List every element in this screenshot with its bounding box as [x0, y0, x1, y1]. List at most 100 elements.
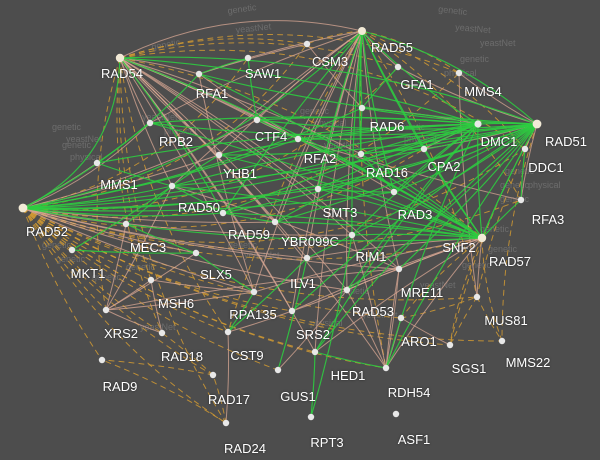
edge-yeastNet[interactable]: [96, 123, 479, 164]
edge-yeastNet[interactable]: [22, 207, 483, 242]
edge-genetic[interactable]: [101, 359, 214, 376]
edge-genetic[interactable]: [481, 237, 503, 342]
edge-yeastNet[interactable]: [274, 221, 483, 239]
edge-genetic[interactable]: [116, 57, 163, 334]
graph-node-sgs1[interactable]: [446, 341, 454, 349]
edge-genetic[interactable]: [22, 207, 163, 334]
edge-yeastNet[interactable]: [171, 154, 220, 187]
edge-physical[interactable]: [476, 237, 483, 298]
edge-yeastNet[interactable]: [306, 234, 353, 259]
edge-physical[interactable]: [22, 207, 197, 254]
edge-physical[interactable]: [119, 57, 258, 121]
edge-genetic[interactable]: [118, 57, 152, 281]
edge-yeastNet[interactable]: [71, 185, 173, 251]
graph-node-xrs2[interactable]: [102, 306, 110, 314]
edge-yeastNet[interactable]: [195, 252, 255, 293]
graph-node-rad53[interactable]: [343, 286, 351, 294]
graph-node-rpa135[interactable]: [250, 288, 258, 296]
edge-yeastNet[interactable]: [22, 123, 479, 209]
graph-node-mus81[interactable]: [473, 293, 481, 301]
graph-node-rad50[interactable]: [168, 182, 176, 190]
edge-yeastNet[interactable]: [125, 223, 197, 254]
graph-node-rfa2[interactable]: [294, 135, 302, 143]
edge-physical[interactable]: [105, 309, 163, 334]
edge-yeastNet[interactable]: [361, 30, 479, 125]
edge-yeastNet[interactable]: [398, 123, 538, 270]
graph-node-gfa1[interactable]: [394, 63, 402, 71]
edge-yeastNet[interactable]: [481, 123, 538, 239]
graph-node-smt3[interactable]: [314, 185, 322, 193]
graph-node-rad24[interactable]: [222, 419, 230, 427]
edge-physical[interactable]: [105, 291, 255, 311]
graph-node-rad16[interactable]: [357, 150, 365, 158]
edge-physical[interactable]: [385, 237, 483, 369]
node-layer[interactable]: [18, 27, 542, 427]
edge-physical[interactable]: [361, 30, 400, 270]
graph-node-rad3[interactable]: [390, 188, 398, 196]
graph-node-ilv1[interactable]: [303, 254, 311, 262]
edge-yeastNet[interactable]: [22, 30, 363, 209]
graph-node-mkt1[interactable]: [68, 246, 76, 254]
edge-genetic[interactable]: [119, 34, 460, 74]
graph-node-rad59[interactable]: [219, 209, 227, 217]
edge-yeastNet[interactable]: [351, 233, 483, 239]
edge-yeastNet[interactable]: [361, 66, 399, 109]
edge-yeastNet[interactable]: [310, 351, 316, 418]
edge-yeastNet[interactable]: [222, 212, 276, 223]
edge-genetic[interactable]: [449, 237, 483, 346]
edge-genetic[interactable]: [361, 30, 478, 298]
edge-physical[interactable]: [119, 57, 173, 187]
edge-physical[interactable]: [351, 234, 387, 369]
graph-node-rad6[interactable]: [358, 104, 366, 112]
edge-yeastNet[interactable]: [149, 122, 483, 239]
edge-genetic[interactable]: [449, 296, 478, 346]
edge-yeastNet[interactable]: [222, 212, 483, 239]
edge-genetic[interactable]: [96, 57, 121, 311]
edge-yeastNet[interactable]: [481, 199, 522, 239]
edge-yeastNet[interactable]: [198, 73, 538, 125]
edge-yeastNet[interactable]: [351, 123, 479, 236]
graph-node-slx5[interactable]: [192, 249, 200, 257]
graph-node-mms4[interactable]: [455, 69, 463, 77]
edge-genetic[interactable]: [22, 207, 152, 281]
graph-node-rad17[interactable]: [209, 371, 217, 379]
graph-node-yhb1[interactable]: [215, 151, 223, 159]
graph-node-rdh54[interactable]: [382, 364, 390, 372]
edge-yeastNet[interactable]: [314, 123, 538, 353]
edge-yeastNet[interactable]: [385, 123, 479, 369]
edge-physical[interactable]: [346, 30, 363, 291]
edge-physical[interactable]: [105, 223, 127, 311]
edge-physical[interactable]: [119, 57, 353, 236]
edge-yeastNet[interactable]: [218, 123, 479, 156]
graph-node-srs2[interactable]: [288, 307, 296, 315]
graph-node-rpt3[interactable]: [307, 413, 315, 421]
edge-yeastNet[interactable]: [385, 123, 538, 369]
graph-node-rad18[interactable]: [158, 329, 166, 337]
graph-node-rad9[interactable]: [98, 356, 106, 364]
edge-yeastNet[interactable]: [346, 123, 479, 291]
edge-yeastNet[interactable]: [71, 249, 197, 254]
edge-genetic[interactable]: [22, 207, 229, 333]
edge-yeastNet[interactable]: [96, 122, 151, 164]
edge-yeastNet[interactable]: [360, 123, 479, 155]
edge-yeastNet[interactable]: [22, 188, 319, 209]
graph-node-cst9[interactable]: [224, 328, 232, 336]
edge-genetic[interactable]: [22, 207, 214, 376]
edge-yeastNet[interactable]: [171, 185, 224, 214]
edge-yeastNet[interactable]: [317, 188, 395, 193]
edge-genetic[interactable]: [119, 38, 308, 59]
edge-physical[interactable]: [458, 72, 478, 298]
graph-node-aro1[interactable]: [397, 314, 405, 322]
edge-physical[interactable]: [150, 279, 163, 334]
edge-yeastNet[interactable]: [393, 123, 538, 193]
edge-genetic[interactable]: [119, 49, 526, 150]
edge-yeastNet[interactable]: [119, 56, 538, 125]
edge-genetic[interactable]: [22, 207, 279, 371]
edge-yeastNet[interactable]: [149, 116, 479, 125]
edge-genetic[interactable]: [212, 374, 227, 424]
edge-physical[interactable]: [22, 207, 308, 259]
edge-physical[interactable]: [119, 20, 363, 59]
edge-yeastNet[interactable]: [22, 191, 395, 212]
edge-yeastNet[interactable]: [277, 257, 308, 371]
